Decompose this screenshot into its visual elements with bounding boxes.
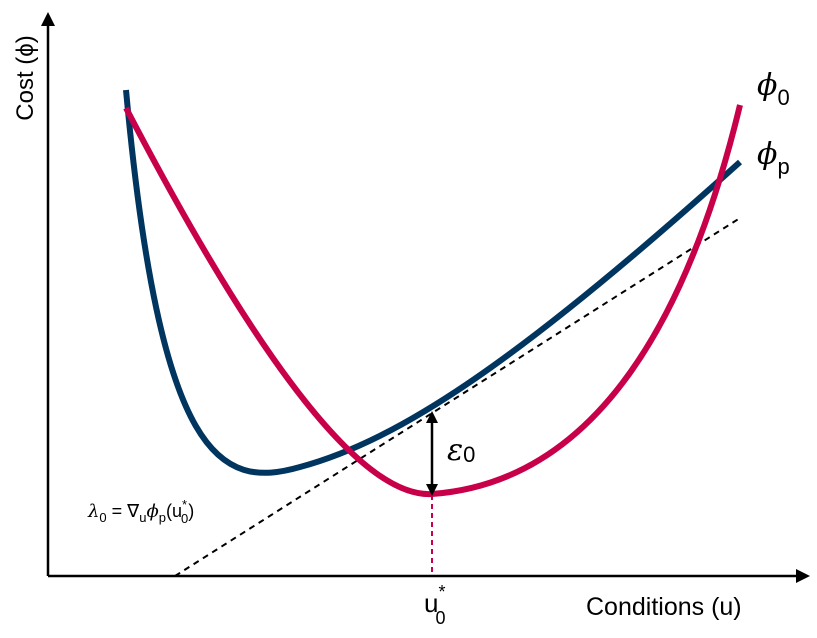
- x-axis-label: Conditions (u): [586, 593, 742, 621]
- optimum-label: u* 0: [424, 582, 446, 628]
- tangent-line: [174, 217, 741, 577]
- phi-p-curve: [123, 89, 743, 476]
- phi-0-label: ϕ0: [757, 68, 790, 110]
- tangent-equation: λ0 = ∇uϕp(u* 0): [87, 497, 194, 526]
- y-axis-label: Cost (ϕ): [12, 35, 39, 120]
- gap-label: ε0: [447, 433, 475, 468]
- phi-p-label: ϕp: [757, 137, 790, 179]
